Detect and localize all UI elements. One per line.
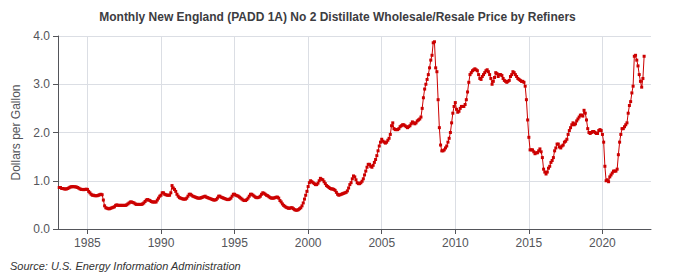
svg-text:2.0: 2.0 bbox=[33, 126, 50, 140]
svg-text:2010: 2010 bbox=[442, 236, 469, 250]
svg-text:2000: 2000 bbox=[295, 236, 322, 250]
svg-text:2005: 2005 bbox=[368, 236, 395, 250]
svg-text:Monthly New England (PADD 1A): Monthly New England (PADD 1A) No 2 Disti… bbox=[99, 10, 576, 24]
svg-text:Dollars per Gallon: Dollars per Gallon bbox=[9, 84, 23, 180]
svg-text:1990: 1990 bbox=[148, 236, 175, 250]
svg-text:1985: 1985 bbox=[74, 236, 101, 250]
svg-text:1995: 1995 bbox=[221, 236, 248, 250]
svg-text:2015: 2015 bbox=[516, 236, 543, 250]
svg-text:0.0: 0.0 bbox=[33, 222, 50, 236]
svg-text:1.0: 1.0 bbox=[33, 174, 50, 188]
svg-text:Source: U.S. Energy Informatio: Source: U.S. Energy Information Administ… bbox=[10, 260, 241, 272]
svg-text:2020: 2020 bbox=[589, 236, 616, 250]
svg-text:3.0: 3.0 bbox=[33, 77, 50, 91]
svg-text:4.0: 4.0 bbox=[33, 29, 50, 43]
